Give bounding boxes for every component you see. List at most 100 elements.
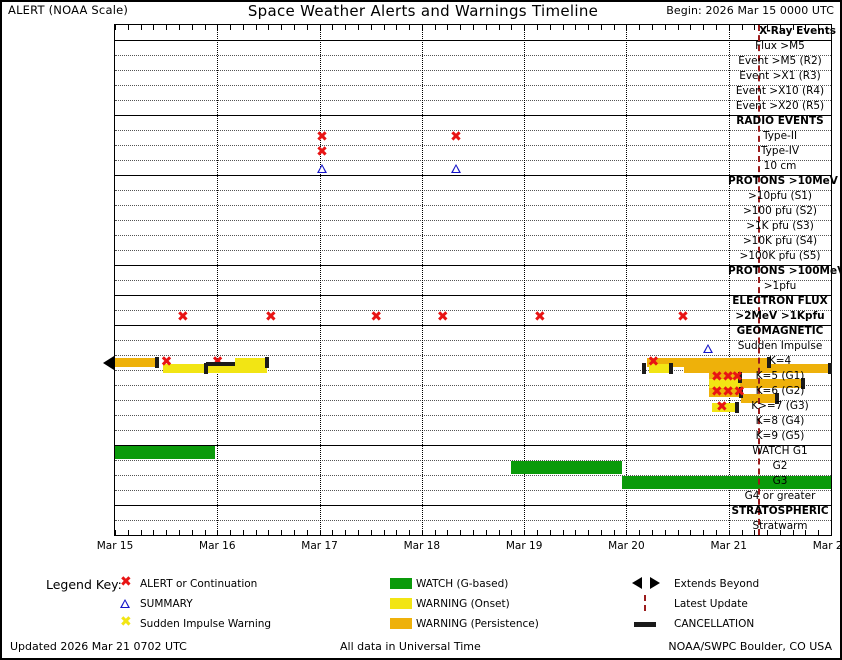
- axis-tick: [473, 25, 474, 30]
- alert-marker-icon[interactable]: ✖: [710, 369, 723, 385]
- cancellation-marker: [204, 362, 209, 374]
- axis-tick: [639, 25, 641, 30]
- cancellation-marker: [641, 362, 646, 374]
- gridline-row-11: [115, 205, 831, 206]
- gridline-row-9: [115, 175, 831, 176]
- row-label-16: PROTONS >100MeV: [728, 265, 842, 277]
- cancellation-marker: [669, 362, 674, 374]
- summary-marker-icon[interactable]: [703, 343, 714, 353]
- legend-label-cancellation: CANCELLATION: [674, 618, 755, 630]
- alert-marker-icon[interactable]: ✖: [731, 369, 744, 385]
- event-bar-persistence[interactable]: [646, 358, 684, 367]
- row-label-7: Type-II: [762, 130, 798, 142]
- axis-tick: [396, 25, 398, 30]
- cancellation-marker: [265, 357, 270, 368]
- axis-tick: [434, 25, 436, 30]
- event-bar-persistence[interactable]: [709, 373, 740, 382]
- axis-tick: [792, 25, 794, 30]
- alert-marker-icon[interactable]: ✖: [264, 309, 277, 325]
- row-label-30: G3: [772, 475, 788, 487]
- alert-marker-icon[interactable]: ✖: [160, 354, 173, 370]
- axis-tick: [255, 25, 257, 30]
- alert-marker-icon[interactable]: ✖: [177, 309, 189, 325]
- gridline-top: [115, 40, 831, 41]
- row-label-0: X-Ray Events: [759, 25, 836, 37]
- axis-tick: [779, 530, 781, 535]
- axis-tick: [332, 530, 334, 535]
- alert-marker-icon[interactable]: ✖: [436, 309, 449, 325]
- axis-tick: [600, 530, 602, 535]
- event-bar-onset[interactable]: [163, 363, 268, 373]
- axis-tick: [153, 25, 155, 30]
- alert-marker-icon[interactable]: ✖: [316, 144, 328, 160]
- gridline-row-24: [115, 400, 831, 401]
- gridline-day-2: [319, 25, 321, 535]
- axis-tick: [536, 530, 538, 535]
- axis-tick: [652, 25, 653, 30]
- event-bar-watch[interactable]: [510, 461, 623, 474]
- axis-tick: [715, 25, 717, 30]
- cancellation-marker: [738, 387, 743, 398]
- event-bar-persistence[interactable]: [739, 378, 804, 388]
- gridline-day-3: [421, 25, 423, 535]
- row-label-20: GEOMAGNETIC: [736, 325, 824, 337]
- gridline-row-23: [115, 385, 831, 386]
- axis-tick: [485, 25, 487, 30]
- axis-tick: [217, 25, 219, 30]
- x-tick-label-1: Mar 16: [199, 540, 236, 552]
- axis-tick: [767, 530, 769, 535]
- event-bar-persistence[interactable]: [709, 388, 741, 397]
- gridline-day-6: [728, 25, 730, 535]
- row-label-18: ELECTRON FLUX: [732, 295, 828, 307]
- axis-tick: [204, 530, 206, 535]
- axis-tick: [178, 25, 180, 30]
- alert-marker-icon[interactable]: ✖: [710, 384, 723, 400]
- axis-tick: [575, 530, 577, 535]
- axis-tick: [536, 25, 538, 30]
- axis-tick: [690, 25, 692, 30]
- event-bar-onset[interactable]: [712, 403, 737, 412]
- axis-tick: [588, 25, 590, 30]
- alert-marker-icon[interactable]: ✖: [716, 399, 728, 415]
- alert-marker-icon[interactable]: ✖: [450, 129, 462, 145]
- axis-tick: [153, 530, 155, 535]
- summary-marker-icon[interactable]: [316, 163, 327, 173]
- summary-marker-icon[interactable]: [450, 163, 461, 173]
- alert-marker-icon[interactable]: ✖: [316, 129, 328, 145]
- alert-marker-icon[interactable]: ✖: [370, 309, 383, 325]
- event-bar-watch[interactable]: [115, 446, 216, 459]
- axis-tick: [396, 530, 398, 535]
- x-tick-label-0: Mar 15: [96, 540, 134, 552]
- axis-tick: [230, 25, 232, 30]
- axis-tick: [434, 530, 436, 535]
- axis-tick: [562, 25, 564, 30]
- cancellation-marker: [801, 377, 806, 389]
- event-bar-persistence[interactable]: [683, 363, 830, 373]
- row-label-33: Stratwarm: [752, 520, 808, 532]
- event-bar-onset[interactable]: [709, 378, 740, 388]
- row-label-3: Event >X1 (R3): [739, 70, 821, 82]
- alert-marker-icon[interactable]: ✖: [647, 354, 660, 370]
- legend-label-extends-beyond: Extends Beyond: [674, 578, 760, 590]
- row-label-26: K=8 (G4): [755, 415, 805, 427]
- alert-marker-icon[interactable]: ✖: [722, 369, 734, 385]
- event-bar-watch[interactable]: [622, 476, 831, 489]
- timeline-plot[interactable]: ✖✖✖✖✖✖✖✖✖✖✖✖✖✖✖✖✖✖✖: [103, 24, 832, 536]
- event-bar-onset[interactable]: [234, 358, 268, 367]
- axis-tick: [485, 530, 487, 535]
- event-bar-persistence[interactable]: [683, 358, 769, 367]
- event-bar-persistence[interactable]: [115, 358, 157, 367]
- alert-marker-icon[interactable]: ✖: [677, 309, 689, 325]
- gridline-row-26: [115, 430, 831, 431]
- axis-tick: [345, 530, 347, 535]
- alert-marker-icon[interactable]: ✖: [733, 384, 746, 400]
- alert-marker-icon[interactable]: ✖: [533, 309, 546, 325]
- event-bar-onset[interactable]: [648, 363, 672, 373]
- row-label-2: Event >M5 (R2): [738, 55, 822, 67]
- row-label-6: RADIO EVENTS: [736, 115, 824, 127]
- alert-marker-icon[interactable]: ✖: [722, 384, 734, 400]
- axis-tick: [370, 25, 372, 30]
- axis-tick: [370, 530, 372, 535]
- axis-tick: [460, 530, 462, 535]
- gridline-row-29: [115, 475, 831, 476]
